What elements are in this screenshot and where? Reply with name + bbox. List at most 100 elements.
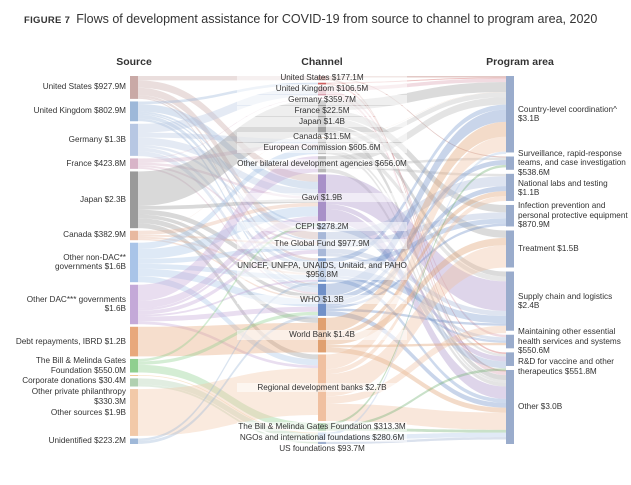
- node-label: France $423.8M: [14, 159, 126, 169]
- flow-link: [326, 218, 506, 269]
- node-value-label: $106.5M: [336, 84, 369, 94]
- flow-link: [138, 156, 318, 301]
- node-label: Infection prevention and personal protec…: [518, 201, 630, 230]
- node-value-label: $1.2B: [104, 336, 126, 346]
- node-label: R&D for vaccine and other therapeutics $…: [518, 357, 630, 376]
- node-label: Corporate donations $30.4M: [14, 376, 126, 386]
- flow-link: [326, 208, 506, 399]
- node-bar: [130, 378, 138, 387]
- node-label: Other $3.0B: [518, 402, 630, 412]
- node-name: Regional development banks: [257, 382, 363, 392]
- node-name: Supply chain and logistics: [518, 291, 613, 301]
- node-value-label: $2.7B: [365, 382, 387, 392]
- node-value-label: $330.3M: [94, 396, 126, 406]
- node-bar: [130, 438, 138, 444]
- node-name: Other non-DAC** governments: [54, 252, 126, 272]
- flow-link: [138, 276, 318, 366]
- node-bar: [506, 334, 514, 349]
- node-label: Unidentified $223.2M: [14, 436, 126, 446]
- node-label: Regional development banks $2.7B: [237, 382, 407, 393]
- flow-link: [138, 147, 318, 269]
- node-value-label: $359.7M: [324, 95, 356, 105]
- node-value-label: $1.9B: [104, 407, 126, 417]
- node-value-label: $93.7M: [337, 443, 365, 453]
- node-value-label: $11.5M: [324, 132, 351, 142]
- node-name: Canada: [293, 132, 322, 142]
- node-bar: [130, 375, 138, 376]
- flow-link: [326, 174, 506, 311]
- node-value-label: $313.3M: [373, 421, 406, 431]
- node-name: UNICEF, UNFPA, UNAIDS, Unitaid, and PAHO: [237, 260, 407, 270]
- node-bar: [506, 156, 514, 170]
- node-name: Gavi: [301, 192, 319, 202]
- node-value-label: $3.0B: [540, 401, 563, 411]
- node-bar: [506, 352, 514, 366]
- node-label: United States $927.9M: [14, 82, 126, 92]
- node-name: Japan: [80, 194, 103, 204]
- flow-link: [138, 216, 318, 309]
- flow-link: [138, 214, 318, 298]
- node-bar: [506, 369, 514, 444]
- node-label: NGOs and international foundations $280.…: [237, 432, 407, 443]
- node-value-label: $802.9M: [94, 106, 126, 116]
- node-name: France: [66, 158, 92, 168]
- flow-link: [326, 104, 506, 264]
- node-bar: [130, 101, 138, 122]
- flow-link: [326, 245, 506, 397]
- node-label: United States $177.1M: [237, 73, 407, 83]
- node-name: World Bank: [289, 330, 332, 340]
- flow-link: [138, 209, 318, 274]
- node-value-label: $177.1M: [331, 73, 364, 83]
- node-bar: [130, 171, 138, 229]
- node-name: Other: [518, 401, 539, 411]
- node-label: Other bilateral development agencies $65…: [237, 159, 407, 169]
- flow-link: [326, 77, 506, 158]
- flow-link: [138, 238, 318, 300]
- flow-link: [138, 244, 318, 264]
- node-name: Treatment: [518, 243, 556, 253]
- flow-link: [326, 83, 506, 354]
- flow-link: [138, 223, 318, 360]
- node-label: United Kingdom $106.5M: [237, 84, 407, 94]
- node-value-label: $280.6M: [372, 432, 405, 442]
- node-name: Maintaining other essential health servi…: [518, 327, 621, 346]
- flow-link: [326, 92, 506, 145]
- chart-title-block: FIGURE 7 Flows of development assistance …: [24, 12, 597, 26]
- node-value-label: $1.6B: [104, 262, 126, 272]
- node-value-label: $2.3B: [104, 194, 126, 204]
- node-name: European Commission: [263, 143, 347, 153]
- flow-link: [326, 93, 506, 375]
- flow-link: [138, 137, 318, 197]
- flow-link: [326, 347, 506, 413]
- node-label: European Commission $605.6M: [237, 143, 407, 153]
- node-name: Infection prevention and personal protec…: [518, 201, 628, 220]
- flow-link: [326, 310, 506, 408]
- flow-link: [326, 237, 506, 346]
- flow-link: [326, 109, 506, 297]
- flow-link: [138, 114, 318, 265]
- flow-link: [138, 87, 318, 240]
- node-bar: [130, 123, 138, 156]
- flow-link: [138, 95, 318, 261]
- flow-link: [138, 82, 318, 105]
- flow-link: [138, 167, 318, 295]
- node-label: Germany $1.3B: [14, 135, 126, 145]
- flow-link: [326, 151, 506, 436]
- node-label: The Bill & Melinda Gates Foundation $313…: [237, 421, 407, 432]
- node-label: Treatment $1.5B: [518, 244, 630, 254]
- flow-link: [138, 321, 318, 369]
- flow-link: [326, 342, 506, 348]
- node-value-label: $956.8M: [306, 270, 338, 280]
- node-value-label: $656.0M: [375, 159, 407, 169]
- flow-link: [138, 145, 318, 228]
- flow-link: [326, 186, 506, 307]
- node-bar: [506, 204, 514, 227]
- flow-link: [326, 168, 506, 387]
- flow-link: [326, 325, 506, 404]
- flow-link: [326, 144, 506, 282]
- flow-link: [326, 97, 506, 376]
- node-label: WHO $1.3B: [237, 294, 407, 305]
- node-label: Country-level coordination^ $3.1B: [518, 105, 630, 124]
- node-name: Germany: [68, 134, 103, 144]
- node-bar: [130, 326, 138, 357]
